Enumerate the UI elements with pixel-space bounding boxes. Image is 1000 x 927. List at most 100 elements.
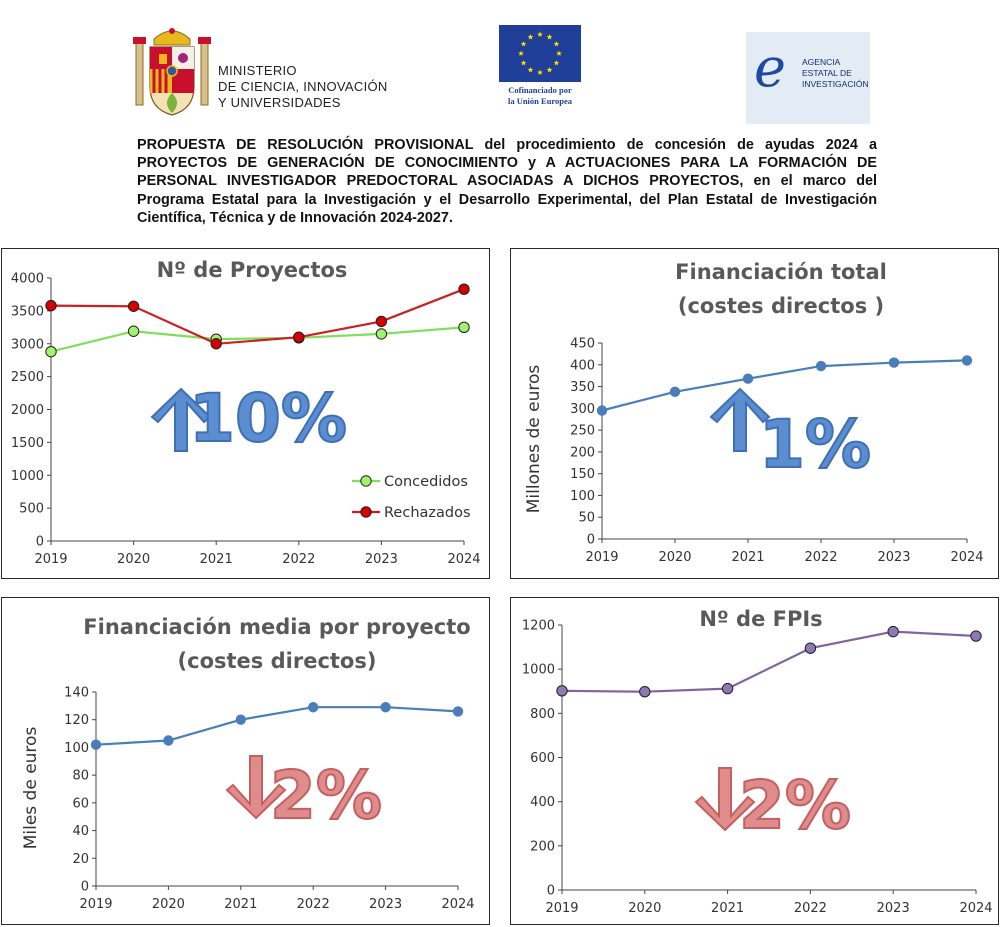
eu-star-icon — [518, 50, 524, 56]
data-point — [308, 702, 319, 713]
agency-name: AGENCIA ESTATAL DE INVESTIGACIÓN — [802, 57, 869, 89]
agency-mark-icon: e — [754, 36, 786, 99]
eu-star-icon — [537, 31, 543, 37]
y-tick-label: 3500 — [11, 304, 44, 319]
x-tick-label: 2020 — [628, 901, 661, 916]
x-tick-label: 2021 — [731, 550, 764, 565]
y-tick-label: 200 — [570, 445, 595, 460]
data-point — [452, 706, 464, 717]
y-tick-label: 600 — [530, 751, 555, 766]
chart-title: Nº de Proyectos — [156, 258, 348, 282]
x-tick-label: 2022 — [794, 901, 827, 916]
chart-projects-svg: 0 500 1000 1500 2000 2500 3000 3500 4000 2019 2020… — [11, 272, 481, 568]
arrow-down-icon — [694, 767, 756, 832]
data-point — [375, 315, 388, 328]
y-tick-label: 800 — [530, 707, 555, 722]
y-tick-label: 40 — [72, 824, 89, 839]
x-tick-label: 2024 — [447, 552, 480, 567]
x-tick-label: 2021 — [200, 552, 233, 567]
y-tick-label: 120 — [64, 713, 89, 728]
x-tick-label: 2020 — [658, 550, 691, 565]
data-point — [375, 328, 388, 340]
y-tick-label: 200 — [530, 839, 555, 854]
eu-star-icon — [553, 41, 560, 47]
data-point — [815, 360, 827, 372]
chart-panel-avg-funding: Financiación media por proyecto (costes … — [1, 597, 490, 925]
x-tick-label: 2023 — [877, 901, 910, 916]
y-tick-label: 1000 — [522, 663, 555, 678]
data-point — [721, 682, 734, 695]
data-point — [556, 685, 568, 697]
y-axis-label: Miles de euros — [21, 727, 41, 850]
y-tick-label: 100 — [570, 489, 595, 504]
eu-star-icon — [546, 66, 553, 73]
data-point — [163, 735, 174, 746]
x-tick-label: 2023 — [369, 897, 402, 912]
x-tick-label: 2019 — [545, 901, 578, 916]
eu-star-icon — [520, 41, 527, 47]
y-tick-label: 0 — [81, 880, 89, 895]
chart-title: Nº de FPIs — [699, 607, 823, 631]
ministry-logo: MINISTERIO DE CIENCIA, INNOVACIÓN Y UNIV… — [132, 25, 412, 125]
y-tick-label: 2000 — [11, 403, 44, 418]
data-point — [888, 357, 900, 368]
legend-swatch-marker — [360, 475, 372, 487]
eu-star-icon — [553, 60, 560, 66]
eu-star-icon — [527, 66, 534, 73]
y-tick-label: 1000 — [11, 469, 44, 484]
data-point — [235, 714, 246, 725]
y-tick-label: 1200 — [522, 619, 555, 634]
x-tick-label: 2024 — [441, 897, 474, 912]
y-tick-label: 450 — [570, 337, 595, 352]
data-point — [90, 739, 102, 750]
data-point — [458, 283, 470, 295]
data-point — [639, 685, 651, 698]
x-tick-label: 2020 — [152, 897, 185, 912]
eu-star-icon — [520, 60, 527, 66]
eu-star-icon — [537, 69, 543, 75]
document-header: MINISTERIO DE CIENCIA, INNOVACIÓN Y UNIV… — [0, 0, 1000, 245]
arrow-up-icon — [150, 387, 212, 452]
x-tick-label: 2022 — [297, 897, 330, 912]
legend-swatch-marker — [360, 506, 372, 518]
data-point — [210, 338, 222, 350]
chart-panel-total-funding: Financiación total (costes directos ) 0 5… — [510, 248, 999, 579]
y-tick-label: 0 — [547, 884, 555, 899]
y-tick-label: 60 — [72, 796, 89, 811]
y-tick-label: 0 — [587, 533, 595, 548]
resolution-heading: PROPUESTA DE RESOLUCIÓN PROVISIONAL del … — [137, 137, 877, 226]
data-point — [970, 630, 982, 642]
y-tick-label: 80 — [72, 769, 89, 784]
eu-cofinancing-text: Cofinanciado por la Unión Europea — [507, 85, 573, 106]
eu-star-icon — [546, 34, 553, 40]
series-line — [601, 359, 968, 412]
chart-total-funding-svg: 0 50 100 150 200 250 300 350 400 450 2019 2020 2021 2… — [524, 337, 984, 566]
series-line — [50, 288, 465, 345]
eu-cofinancing-logo: Cofinanciado por la Unión Europea — [497, 25, 587, 115]
x-tick-label: 2023 — [365, 552, 398, 567]
data-point — [127, 325, 140, 337]
data-point — [742, 373, 754, 384]
data-point — [127, 300, 140, 312]
legend-label: Concedidos — [384, 474, 468, 490]
x-tick-label: 2024 — [950, 550, 983, 565]
x-tick-label: 2023 — [877, 550, 910, 565]
change-percent-label: 1% — [759, 406, 871, 483]
y-axis-label: Millones de euros — [524, 365, 544, 514]
agency-logo: e AGENCIA ESTATAL DE INVESTIGACIÓN — [746, 32, 870, 124]
y-tick-label: 400 — [570, 358, 595, 373]
ministry-name: MINISTERIO DE CIENCIA, INNOVACIÓN Y UNIV… — [218, 63, 388, 110]
series-line — [50, 326, 465, 353]
series-line — [561, 630, 977, 693]
data-point — [45, 345, 57, 358]
change-percent-label: 10% — [189, 380, 347, 457]
series-line — [95, 706, 459, 746]
x-tick-label: 2020 — [117, 552, 150, 567]
y-tick-label: 250 — [570, 424, 595, 439]
data-point — [669, 386, 681, 397]
chart-title-line-1: Financiación total — [675, 260, 887, 284]
y-tick-label: 3000 — [11, 337, 44, 352]
data-point — [596, 405, 608, 416]
data-point — [293, 331, 305, 343]
x-tick-label: 2019 — [79, 897, 112, 912]
